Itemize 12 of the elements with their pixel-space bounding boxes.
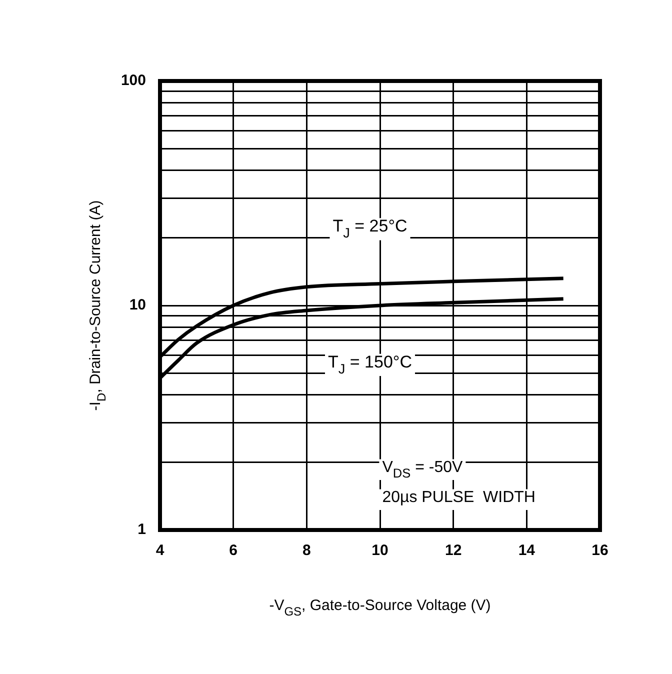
y-tick-label: 10 (129, 296, 146, 314)
y-tick-label: 100 (120, 72, 146, 90)
x-tick-label: 12 (444, 542, 462, 560)
x-tick-label: 10 (372, 542, 388, 560)
x-tick-label: 14 (518, 542, 536, 560)
x-tick-label: 6 (229, 542, 238, 560)
x-tick-label: 4 (156, 542, 165, 560)
y-tick-label: 1 (138, 521, 146, 538)
x-tick-label: 16 (592, 542, 608, 560)
x-tick-label: 8 (302, 542, 311, 560)
annotation: 20µs PULSE WIDTH (382, 489, 536, 506)
y-axis-title: -ID, Drain-to-Source Current (A) (87, 200, 108, 411)
